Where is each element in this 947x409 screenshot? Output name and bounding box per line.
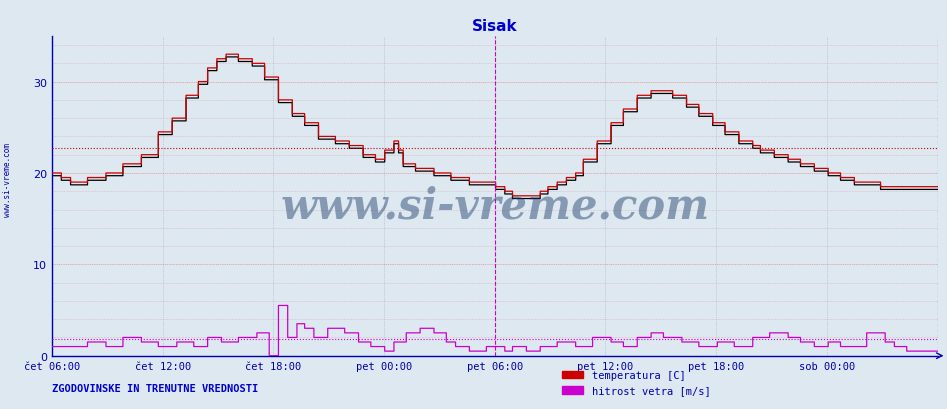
Text: www.si-vreme.com: www.si-vreme.com [280,185,709,227]
Text: www.si-vreme.com: www.si-vreme.com [3,143,12,217]
Title: Sisak: Sisak [472,19,518,34]
Text: ZGODOVINSKE IN TRENUTNE VREDNOSTI: ZGODOVINSKE IN TRENUTNE VREDNOSTI [52,382,259,393]
Legend: temperatura [C], hitrost vetra [m/s]: temperatura [C], hitrost vetra [m/s] [559,366,715,400]
